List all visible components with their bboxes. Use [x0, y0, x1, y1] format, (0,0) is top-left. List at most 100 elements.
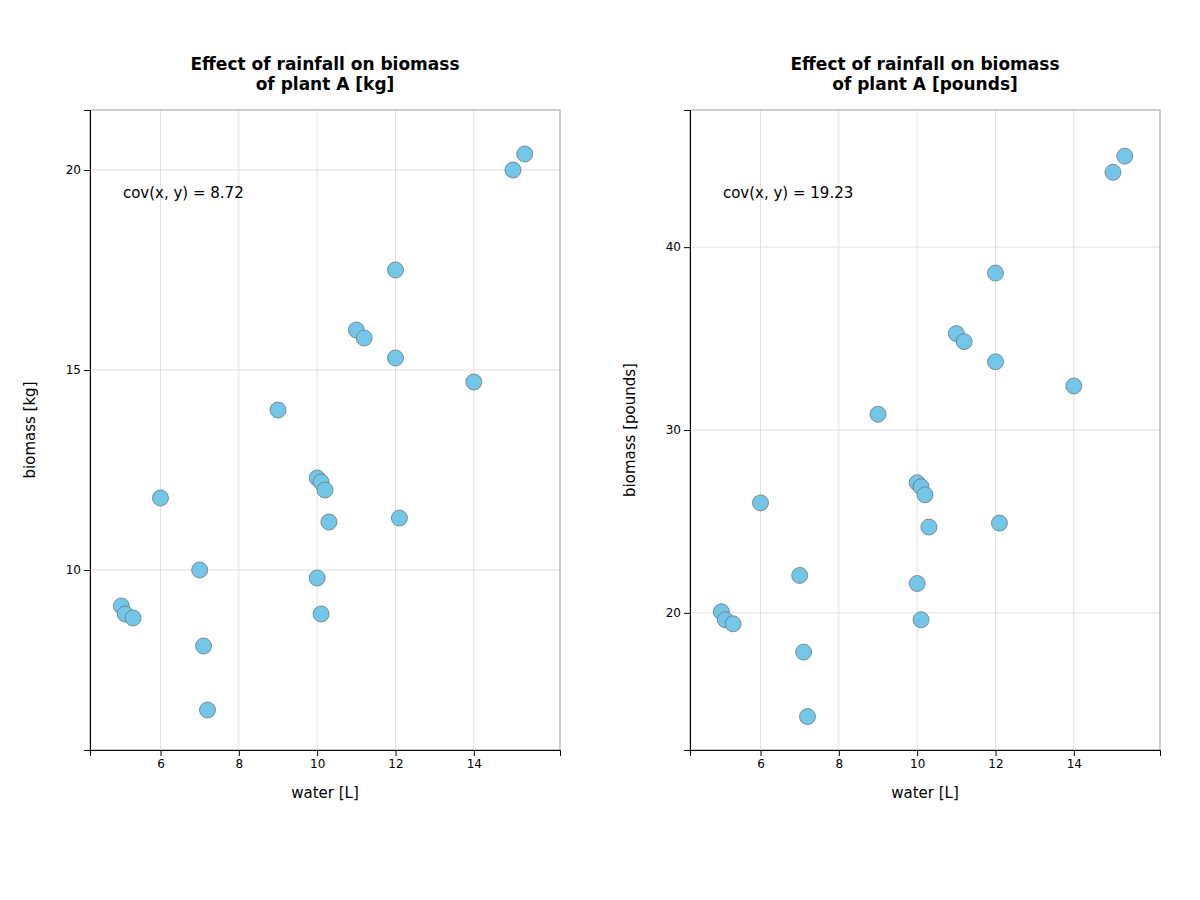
annotation: cov(x, y) = 8.72	[123, 184, 244, 202]
tick-label: 8	[836, 757, 844, 771]
point	[909, 576, 925, 592]
point	[796, 644, 812, 660]
tick: 40	[666, 240, 690, 254]
point	[1066, 378, 1082, 394]
y-axis-title: biomass [kg]	[21, 382, 39, 479]
tick-mark	[684, 247, 690, 248]
tick-label: 6	[757, 757, 765, 771]
tick: 10	[310, 750, 325, 771]
tick: 10	[66, 563, 90, 577]
point	[725, 616, 741, 632]
point	[917, 487, 933, 503]
plot-frame	[690, 110, 1160, 750]
y-axis: 20 30 40	[666, 111, 691, 751]
tick-label: 20	[66, 163, 81, 177]
title-line: Effect of rainfall on biomass	[190, 54, 459, 74]
point	[200, 702, 216, 718]
tick: 12	[988, 750, 1003, 771]
tick: 20	[666, 606, 690, 620]
axis-line	[84, 111, 91, 751]
point	[991, 515, 1007, 531]
grid-line	[90, 170, 560, 171]
y-axis-title: biomass [pounds]	[621, 363, 639, 497]
plot-frame	[90, 110, 560, 750]
tick: 12	[388, 750, 403, 771]
point	[321, 514, 337, 530]
tick: 10	[910, 750, 925, 771]
point	[270, 402, 286, 418]
panel: 6 8 10 12 14 20 30 40 Effect of rainfall on biom…	[621, 54, 1161, 802]
point	[517, 146, 533, 162]
tick: 30	[666, 423, 690, 437]
panel: 6 8 10 12 14 10 15 20 Effect of rainfall on biom…	[21, 54, 561, 802]
tick: 6	[757, 750, 765, 771]
tick: 14	[467, 750, 482, 771]
grid	[690, 110, 1160, 750]
tick: 14	[1067, 750, 1082, 771]
grid-line	[473, 110, 474, 750]
tick-label: 15	[66, 363, 81, 377]
grid-line	[690, 247, 1160, 248]
point	[196, 638, 212, 654]
point	[988, 354, 1004, 370]
points	[713, 148, 1132, 724]
point	[792, 567, 808, 583]
axis-line	[691, 751, 1161, 757]
tick: 15	[66, 363, 90, 377]
point	[317, 482, 333, 498]
grid-line	[160, 110, 161, 750]
tick-label: 40	[666, 240, 681, 254]
tick-label: 10	[910, 757, 925, 771]
tick-mark	[161, 750, 162, 756]
point	[153, 490, 169, 506]
tick-mark	[84, 370, 90, 371]
tick-mark	[84, 570, 90, 571]
point	[388, 262, 404, 278]
tick-label: 10	[66, 563, 81, 577]
tick-label: 14	[1067, 757, 1082, 771]
title: Effect of rainfall on biomassof plant A …	[790, 54, 1059, 94]
tick-mark	[396, 750, 397, 756]
point	[1105, 164, 1121, 180]
point	[913, 612, 929, 628]
axis-line	[684, 111, 691, 751]
tick-label: 10	[310, 757, 325, 771]
tick-mark	[839, 750, 840, 756]
point	[956, 334, 972, 350]
title-line: of plant A [kg]	[256, 74, 395, 94]
tick-label: 8	[236, 757, 244, 771]
title-line: of plant A [pounds]	[832, 74, 1018, 94]
tick-mark	[761, 750, 762, 756]
point	[988, 265, 1004, 281]
points	[113, 146, 532, 718]
axis-line	[91, 751, 561, 757]
tick-mark	[1074, 750, 1075, 756]
tick: 8	[236, 750, 244, 771]
point	[356, 330, 372, 346]
tick: 8	[836, 750, 844, 771]
tick: 6	[157, 750, 165, 771]
grid-line	[395, 110, 396, 750]
point	[466, 374, 482, 390]
grid-line	[317, 110, 318, 750]
tick-label: 14	[467, 757, 482, 771]
point	[388, 350, 404, 366]
point	[309, 570, 325, 586]
tick-mark	[239, 750, 240, 756]
x-axis: 6 8 10 12 14	[91, 750, 561, 771]
annotation: cov(x, y) = 19.23	[723, 184, 853, 202]
point	[125, 610, 141, 626]
x-axis-title: water [L]	[291, 784, 359, 802]
point	[800, 709, 816, 725]
point	[870, 406, 886, 422]
grid-line	[90, 570, 560, 571]
point	[391, 510, 407, 526]
point	[921, 519, 937, 535]
tick-mark	[684, 613, 690, 614]
tick-mark	[917, 750, 918, 756]
point	[192, 562, 208, 578]
tick-label: 20	[666, 606, 681, 620]
figure: 6 8 10 12 14 10 15 20 Effect of rainfall on biom…	[0, 0, 1200, 900]
x-axis: 6 8 10 12 14	[691, 750, 1161, 771]
title: Effect of rainfall on biomassof plant A …	[190, 54, 459, 94]
